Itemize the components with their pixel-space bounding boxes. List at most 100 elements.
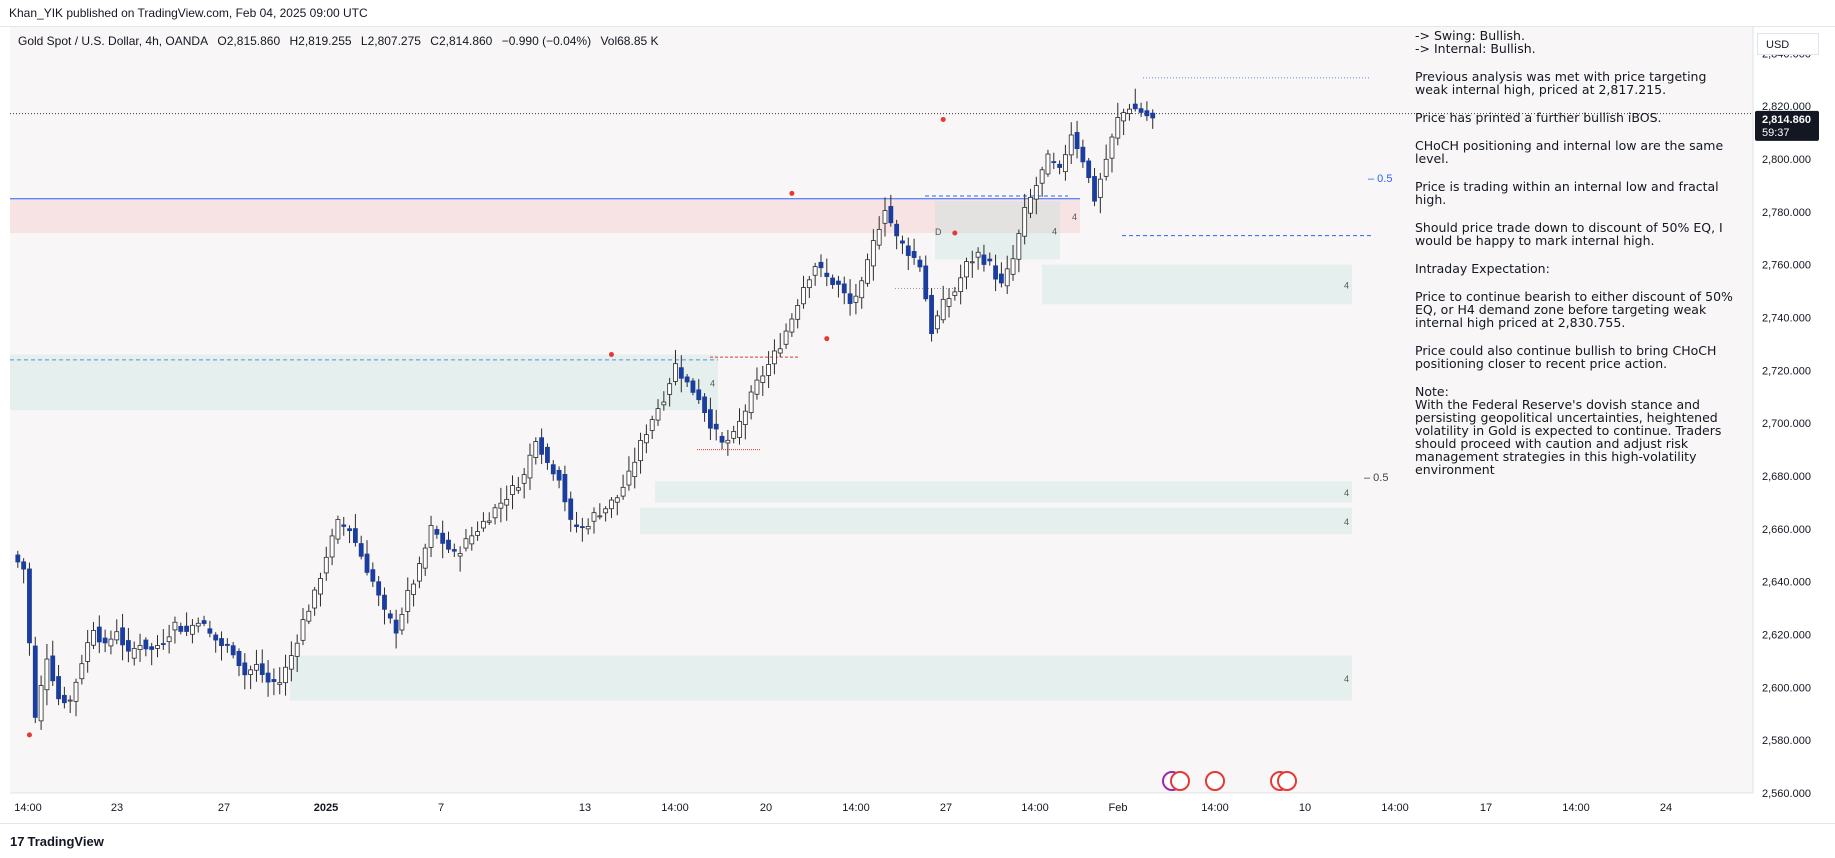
candle <box>696 389 702 401</box>
candle <box>318 578 323 595</box>
zone-label: 4 <box>710 378 715 388</box>
candle <box>149 646 155 650</box>
x-tick-label: 14:00 <box>14 802 42 814</box>
candle <box>905 245 911 256</box>
swing-point-marker <box>26 732 32 738</box>
candle <box>545 446 550 463</box>
y-tick-label: 2,800.000 <box>1762 154 1811 166</box>
candle <box>1127 108 1132 115</box>
x-tick-label: Feb <box>1109 802 1128 814</box>
candle <box>376 581 382 596</box>
y-tick-label: 2,700.000 <box>1762 418 1811 430</box>
tradingview-logo[interactable]: 17 TradingView <box>10 834 104 849</box>
candle <box>836 280 841 285</box>
swing-point-marker <box>940 116 946 122</box>
candle <box>748 391 754 414</box>
economic-event-icon <box>1277 771 1297 791</box>
x-tick-label: 14:00 <box>1562 802 1590 814</box>
candle <box>772 350 777 365</box>
candle <box>498 502 504 509</box>
candle <box>21 561 27 570</box>
candle <box>620 486 626 497</box>
candle <box>120 627 125 646</box>
candle <box>73 681 79 702</box>
candle <box>626 470 632 486</box>
candle <box>15 554 21 563</box>
symbol-name[interactable]: Gold Spot / U.S. Dollar, 4h, OANDA <box>18 34 209 48</box>
candle <box>993 265 998 280</box>
candle <box>760 375 766 383</box>
candle <box>1080 146 1086 163</box>
swing-point-marker <box>608 352 614 358</box>
candle <box>399 614 405 631</box>
candle <box>597 515 603 518</box>
candle <box>801 287 806 305</box>
candle <box>882 210 888 224</box>
candle <box>731 431 737 439</box>
candle <box>940 298 946 321</box>
candle <box>911 251 917 258</box>
candle <box>1045 153 1051 175</box>
candle <box>277 682 283 685</box>
candle <box>79 663 85 680</box>
swing-point-marker <box>824 336 830 342</box>
candle <box>195 622 201 627</box>
candle <box>1033 185 1039 200</box>
candle <box>428 525 434 548</box>
candle <box>213 634 219 641</box>
candle <box>492 507 498 519</box>
candle <box>510 485 515 495</box>
economic-event-icon <box>1205 771 1225 791</box>
candle <box>85 642 91 662</box>
candle <box>981 254 987 265</box>
candle <box>1016 233 1022 260</box>
candle <box>323 556 329 574</box>
candle <box>766 364 771 376</box>
y-tick-label: 2,560.000 <box>1762 788 1811 800</box>
candle <box>341 524 347 527</box>
candle <box>1028 196 1033 214</box>
candle <box>486 520 492 523</box>
candle <box>463 538 469 549</box>
candle <box>481 520 486 529</box>
note-title: Note: <box>1415 384 1449 399</box>
swing-point-marker <box>789 190 795 196</box>
volume: Vol68.85 K <box>600 34 659 48</box>
candle <box>841 283 847 294</box>
candle <box>742 410 748 425</box>
candle <box>254 664 259 671</box>
candle <box>818 261 824 269</box>
candle <box>224 643 230 646</box>
candle <box>964 261 969 278</box>
candle <box>923 265 929 300</box>
x-tick-label: 17 <box>1480 802 1492 814</box>
candle <box>865 259 870 284</box>
candle <box>352 528 358 543</box>
y-tick-label: 2,740.000 <box>1762 313 1811 325</box>
chart-area[interactable] <box>10 27 1753 793</box>
candle <box>475 531 481 536</box>
candle <box>27 568 32 644</box>
candle <box>574 524 579 527</box>
candle <box>614 497 620 503</box>
candle <box>609 499 614 510</box>
candle <box>265 672 271 683</box>
candle <box>358 543 364 557</box>
ohlc-high: H2,819.255 <box>289 34 352 48</box>
analysis-p2: Price has printed a further bullish iBOS… <box>1415 110 1662 125</box>
candle <box>102 637 108 644</box>
candle <box>946 298 952 307</box>
candle <box>655 408 661 421</box>
x-tick-label: 14:00 <box>842 802 870 814</box>
x-tick-label: 7 <box>438 802 444 814</box>
analysis-p5: Should price trade down to discount of 5… <box>1415 220 1723 248</box>
candle <box>242 662 248 676</box>
candle <box>952 291 958 296</box>
ohlc-close: C2,814.860 <box>430 34 493 48</box>
candle <box>690 380 696 393</box>
candle <box>201 620 207 624</box>
analysis-text: -> Swing: Bullish. -> Internal: Bullish.… <box>1415 29 1735 491</box>
candle <box>288 655 294 670</box>
currency-selector[interactable]: USD <box>1757 33 1819 55</box>
